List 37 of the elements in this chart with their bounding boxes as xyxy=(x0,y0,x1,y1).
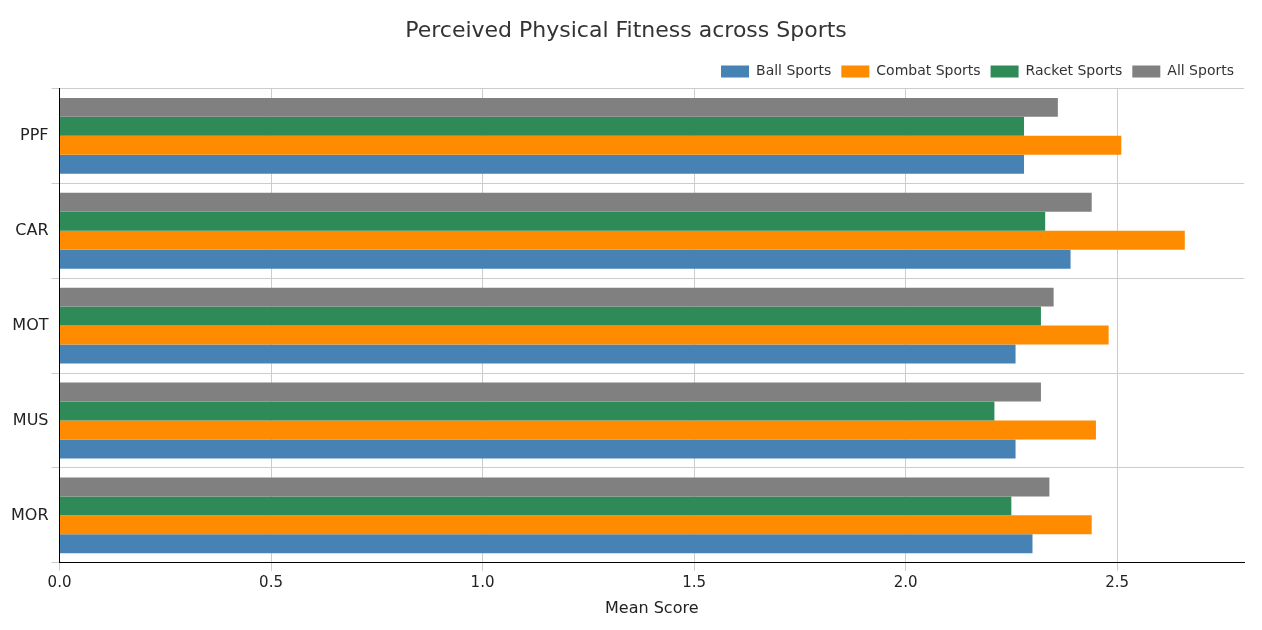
bar xyxy=(60,420,1096,440)
bar xyxy=(60,534,1033,554)
bar xyxy=(60,306,1041,326)
bar xyxy=(60,344,1016,364)
x-tick-label: 0.0 xyxy=(47,572,72,591)
bar xyxy=(60,439,1016,459)
y-tick-label: MOT xyxy=(12,314,49,334)
y-tick-label: PPF xyxy=(20,125,49,144)
bar xyxy=(60,154,1025,174)
bar xyxy=(60,211,1046,231)
legend-label: All Sports xyxy=(1167,62,1234,79)
legend-label: Combat Sports xyxy=(876,62,981,79)
bar xyxy=(60,135,1122,155)
y-tick-label: MOR xyxy=(11,504,49,524)
bar xyxy=(60,496,1012,516)
bar xyxy=(60,249,1071,269)
x-tick-label: 1.5 xyxy=(682,572,706,591)
y-tick-label: MUS xyxy=(12,409,49,429)
x-tick-label: 2.5 xyxy=(1105,572,1130,591)
bar xyxy=(60,230,1185,250)
bar xyxy=(60,116,1025,136)
x-tick-label: 2.0 xyxy=(893,572,918,591)
x-tick-label: 0.5 xyxy=(259,572,283,591)
bar xyxy=(60,97,1058,117)
bar xyxy=(60,325,1109,345)
bar xyxy=(60,515,1092,535)
bar xyxy=(60,382,1041,402)
x-axis-title: Mean Score xyxy=(605,597,699,617)
bar xyxy=(60,401,995,421)
x-tick-label: 1.0 xyxy=(470,572,495,591)
bar xyxy=(60,287,1054,307)
bar xyxy=(60,477,1050,497)
y-tick-label: CAR xyxy=(15,219,49,239)
legend-label: Racket Sports xyxy=(1025,62,1123,79)
bar xyxy=(60,192,1092,212)
legend-label: Ball Sports xyxy=(756,62,832,79)
chart-title: Perceived Physical Fitness across Sports xyxy=(405,16,847,42)
